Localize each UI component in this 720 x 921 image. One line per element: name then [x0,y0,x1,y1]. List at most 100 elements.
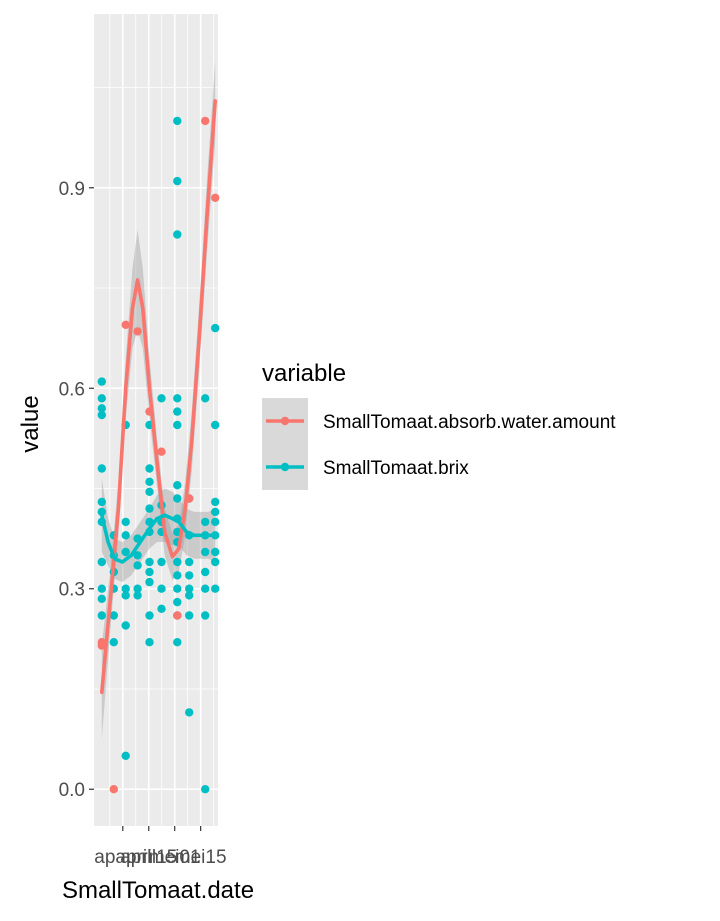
point-brix [97,464,107,473]
y-tick-label: 0.3 [59,580,85,601]
point-brix [97,497,107,507]
x-tick-label: mei01 [149,847,201,868]
y-tick-label: 0.9 [59,179,85,200]
x-tick-label: apapril [94,847,151,868]
legend-label-absorb: SmallTomaat.absorb.water.amount [323,412,616,433]
point-brix [97,394,107,403]
point-absorb [157,447,166,456]
legend-key-dot [280,462,290,472]
point-brix [211,420,220,430]
point-brix [145,567,154,577]
smooth-line-brix [100,513,217,564]
x-axis-title: SmallTomaat.date [62,877,254,904]
point-brix [145,487,154,496]
point-brix [145,464,154,473]
point-brix [211,547,220,557]
point-brix [145,611,154,620]
legend-key-absorb [262,398,308,444]
point-brix [145,577,154,587]
point-brix [173,116,182,126]
point-brix [211,557,220,567]
point-brix [145,504,154,513]
y-axis: 0.0 0.3 0.6 0.9 [59,179,94,801]
point-brix [133,551,142,560]
point-brix [133,591,142,600]
point-brix [109,638,119,647]
plot-panel [94,14,218,826]
point-brix [185,584,194,593]
point-brix [97,404,107,413]
point-brix [109,611,119,620]
x-tick-label: mei15 [175,847,227,868]
point-brix [97,377,107,386]
point-brix [97,410,107,420]
point-brix [201,785,210,794]
point-brix [121,517,130,527]
point-brix [173,557,182,567]
point-brix [145,557,154,567]
point-brix [97,594,107,603]
point-brix [185,557,194,567]
point-brix [173,494,182,503]
point-brix [173,394,182,403]
point-brix [157,557,166,567]
point-brix [211,323,220,333]
legend-label-brix: SmallTomaat.brix [323,458,469,479]
point-brix [201,547,210,557]
point-brix [173,481,182,490]
smooth-lines [100,99,217,695]
point-brix [97,557,107,567]
point-absorb [133,327,142,336]
y-tick-label: 0.6 [59,379,85,400]
x-tick-label: april15 [120,847,177,868]
point-brix [97,507,107,517]
point-brix [121,591,130,600]
point-brix [173,597,182,607]
y-axis-title: value [17,395,44,452]
point-brix [173,230,182,239]
point-brix [201,567,210,577]
point-brix [173,407,182,416]
point-brix [121,531,130,540]
point-brix [157,584,166,593]
point-brix [201,584,210,593]
legend-key-brix [262,444,308,490]
point-brix [185,591,194,600]
point-brix [173,571,182,580]
smooth-line-absorb [100,99,217,695]
point-brix [185,708,194,717]
point-brix [185,571,194,580]
point-brix [121,547,130,557]
point-absorb [109,785,119,794]
point-brix [97,584,107,593]
point-brix [185,611,194,620]
legend: variable SmallTomaat.absorb.water.amount… [262,360,616,490]
grid-minor [94,14,218,826]
point-brix [211,507,220,517]
point-brix [133,584,142,593]
point-brix [97,611,107,620]
point-brix [173,176,182,186]
point-brix [145,638,154,647]
y-tick-label: 0.0 [59,780,85,801]
point-brix [157,604,166,613]
point-brix [173,584,182,593]
point-brix [201,394,210,403]
point-brix [211,497,220,507]
point-absorb [121,320,130,329]
point-absorb [97,641,107,650]
point-brix [173,638,182,647]
point-brix [121,621,130,630]
point-brix [145,477,154,486]
point-absorb [211,193,220,202]
legend-key-dot [280,416,290,426]
point-brix [211,584,220,593]
point-brix [121,584,130,593]
point-absorb [201,116,210,126]
point-brix [211,517,220,527]
point-brix [201,517,210,527]
point-brix [121,751,130,760]
legend-title: variable [262,360,346,387]
